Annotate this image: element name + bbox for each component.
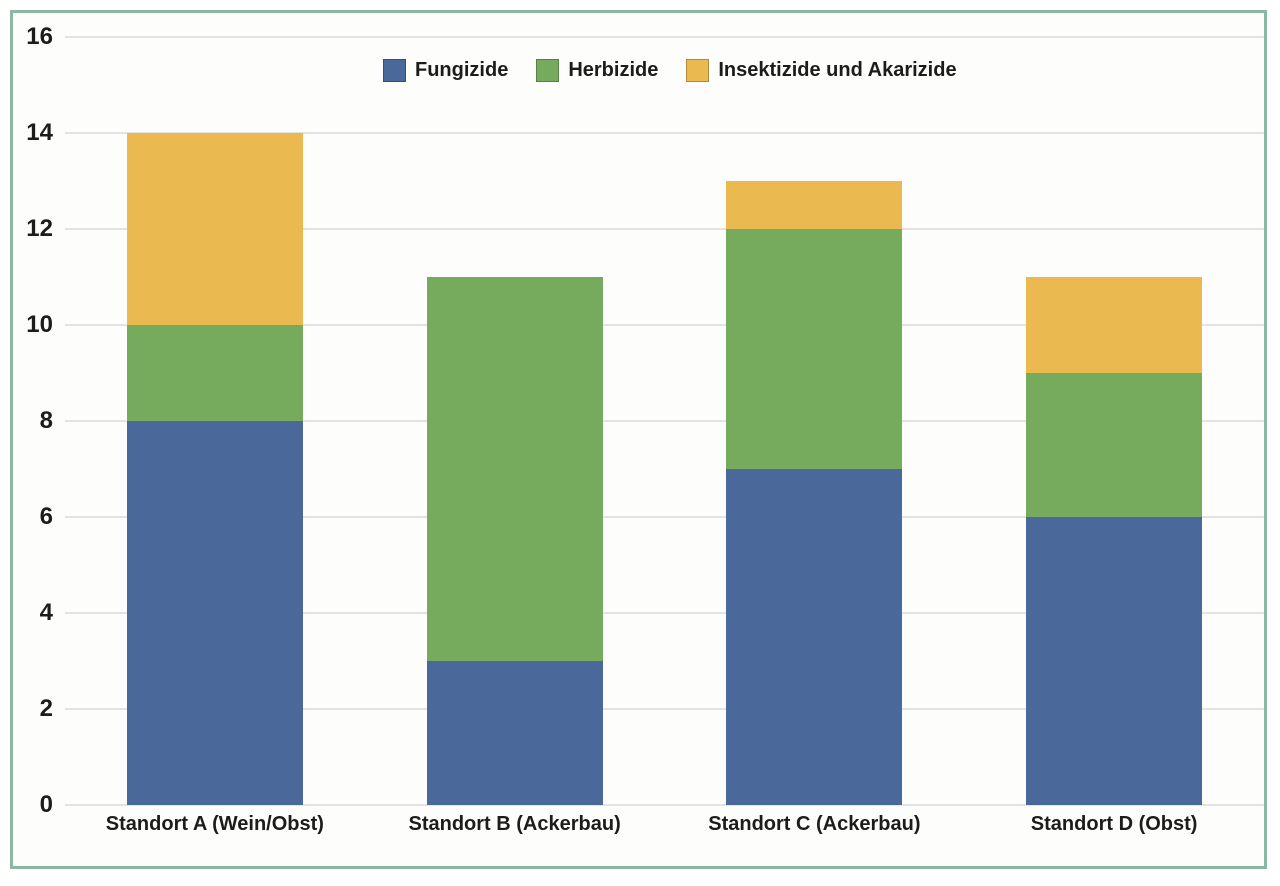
x-axis-label-3: Standort C (Ackerbau) [708,813,921,835]
legend-item-fungizide: Fungizide [383,59,508,82]
legend-swatch-icon [686,59,710,82]
legend-swatch-icon [383,59,406,82]
bar-segment-insektizide-und-akarizide [726,181,903,229]
x-axis-label-4: Standort D (Obst) [1030,813,1198,835]
chart-panel: Fungizide Herbizide Insektizide und Akariz… [10,10,1267,869]
gridline-y-2 [65,708,1264,710]
legend-label: Insektizide und Akarizide [718,59,957,81]
x-axis-label-1: Standort A (Wein/Obst) [105,813,324,835]
bars-container [65,37,1264,805]
y-axis-tick-8: 8 [39,407,53,434]
x-axis-label-2: Standort B (Ackerbau) [408,813,621,835]
bar-segment-insektizide-und-akarizide [126,133,303,325]
legend-label: Herbizide [568,59,659,81]
bar-segment-insektizide-und-akarizide [1026,277,1203,373]
bar-segment-herbizide [1026,373,1203,517]
y-axis-tick-14: 14 [26,119,53,146]
bar-segment-fungizide [426,661,603,805]
y-axis-tick-12: 12 [26,215,53,242]
plot-area: 0 2 4 6 8 10 12 14 16 [26,25,1264,817]
bar-slot-1 [65,37,365,805]
gridline-y-0 [65,804,1264,806]
legend-label: Fungizide [415,59,509,81]
y-axis-tick-2: 2 [39,695,53,722]
y-axis-tick-10: 10 [26,311,53,338]
bar-segment-fungizide [1026,517,1203,805]
bar-segment-herbizide [726,229,903,469]
gridline-y-4 [65,612,1264,614]
bar-stack-2 [426,277,603,805]
chart-legend: Fungizide Herbizide Insektizide und Akariz… [383,59,957,82]
y-axis-tick-16: 16 [26,23,53,50]
gridline-y-12 [65,228,1264,230]
bar-segment-herbizide [426,277,603,661]
gridline-y-6 [65,516,1264,518]
y-axis-tick-0: 0 [39,791,53,818]
legend-swatch-icon [536,59,560,82]
bar-stack-3 [726,181,903,805]
bar-stack-1 [126,133,303,805]
bar-segment-herbizide [126,325,303,421]
gridline-y-14 [65,132,1264,134]
legend-item-herbizide: Herbizide [536,59,658,82]
bar-slot-4 [964,37,1264,805]
bar-segment-fungizide [726,469,903,805]
bar-segment-fungizide [126,421,303,805]
bar-stack-4 [1026,277,1203,805]
bar-slot-2 [365,37,665,805]
bar-slot-3 [665,37,965,805]
gridline-y-16 [65,36,1264,38]
gridline-y-10 [65,324,1264,326]
y-axis-tick-6: 6 [39,503,53,530]
gridline-y-8 [65,420,1264,422]
x-axis-labels: Standort A (Wein/Obst) Standort B (Ackerb… [65,813,1264,836]
y-axis-tick-4: 4 [39,599,53,626]
legend-item-insektizide-und-akarizide: Insektizide und Akarizide [686,59,957,82]
